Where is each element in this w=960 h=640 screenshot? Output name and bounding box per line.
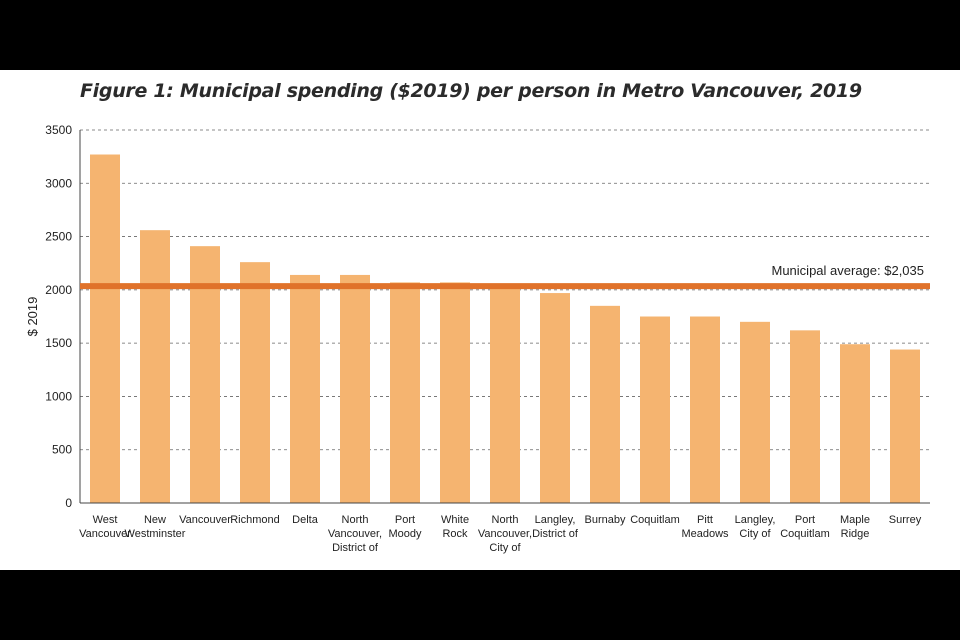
chart-title: Figure 1: Municipal spending ($2019) per…: [80, 80, 862, 102]
y-tick-label: 500: [52, 443, 72, 457]
bar: [890, 349, 920, 503]
labels: 0 500 1000 1500 2000 2500 3000 3500 West Vancouve…: [25, 123, 924, 554]
axes: [79, 130, 930, 504]
x-tick-label: Port Moody: [388, 514, 422, 540]
bar: [290, 274, 320, 503]
x-tick-label: Maple Ridge: [840, 514, 870, 540]
x-tick-label: Delta: [292, 514, 319, 526]
gridlines: [80, 129, 930, 451]
bar: [540, 293, 570, 503]
x-tick-label: North Vancouver, City of: [478, 514, 532, 554]
x-tick-label: North Vancouver, District of: [328, 514, 382, 554]
y-tick-label: 2500: [45, 230, 72, 244]
bar: [90, 154, 120, 504]
x-tick-label: White Rock: [441, 514, 469, 540]
bars: [90, 154, 920, 504]
x-tick-label: Port Coquitlam: [780, 514, 830, 540]
bar: [340, 274, 370, 503]
x-tick-label: Langley, City of: [735, 514, 776, 540]
x-tick-label: New Westminster: [125, 514, 186, 540]
bar: [140, 230, 170, 504]
bar: [390, 282, 420, 503]
y-tick-label: 0: [65, 496, 72, 510]
y-tick-label: 3000: [45, 176, 72, 190]
bar: [740, 321, 770, 503]
x-tick-label: Vancouver: [179, 514, 231, 526]
y-tick-label: 1500: [45, 336, 72, 350]
x-tick-label: Pitt Meadows: [681, 514, 729, 540]
y-axis-title: $ 2019: [25, 297, 40, 337]
x-tick-label: Richmond: [230, 514, 280, 526]
bar: [440, 282, 470, 503]
x-tick-label: Burnaby: [585, 514, 626, 526]
bar: [640, 316, 670, 503]
bar: [490, 285, 520, 503]
bar: [690, 316, 720, 503]
y-tick-label: 3500: [45, 123, 72, 137]
bar: [590, 305, 620, 503]
average-line-label: Municipal average: $2,035: [772, 263, 925, 278]
x-tick-label: West Vancouver: [79, 514, 131, 540]
x-tick-label: Coquitlam: [630, 514, 680, 526]
x-tick-label: Langley, District of: [532, 514, 579, 540]
bar: [240, 262, 270, 503]
y-tick-label: 2000: [45, 283, 72, 297]
y-tick-label: 1000: [45, 389, 72, 403]
bar: [790, 330, 820, 503]
x-tick-label: Surrey: [889, 514, 922, 526]
bar: [840, 344, 870, 503]
